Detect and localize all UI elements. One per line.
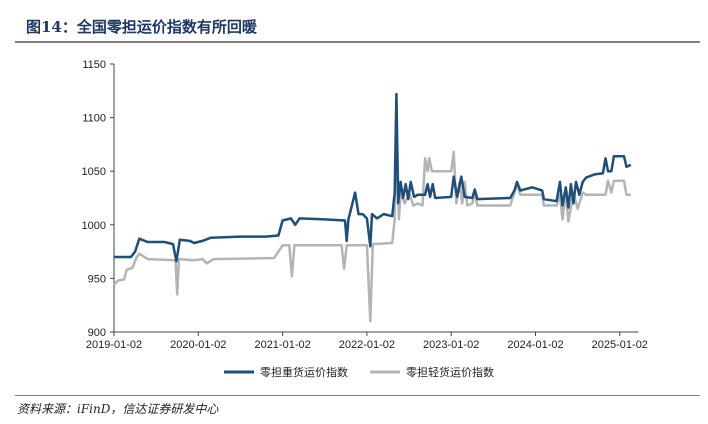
- figure-title: 图14：全国零担运价指数有所回暖: [26, 18, 257, 36]
- y-tick-label: 1000: [82, 220, 106, 232]
- x-tick-label: 2019-01-02: [86, 339, 142, 351]
- y-tick-label: 1050: [82, 166, 106, 178]
- y-tick-label: 900: [88, 327, 106, 339]
- series-line: [113, 100, 631, 323]
- x-tick-label: 2025-01-02: [592, 339, 648, 351]
- x-tick-label: 2023-01-02: [423, 339, 479, 351]
- source-note: 资料来源：iFinD，信达证券研发中心: [17, 402, 219, 416]
- x-tick-label: 2021-01-02: [254, 339, 310, 351]
- y-tick-label: 1100: [82, 113, 106, 125]
- x-tick-label: 2020-01-02: [170, 339, 226, 351]
- legend-label: 零担重货运价指数: [260, 365, 348, 379]
- y-tick-label: 950: [88, 273, 106, 285]
- x-tick-label: 2024-01-02: [507, 339, 563, 351]
- legend-label: 零担轻货运价指数: [406, 365, 494, 379]
- series-line: [114, 92, 632, 263]
- source-divider: [15, 395, 700, 396]
- y-tick-label: 1150: [82, 59, 106, 71]
- x-tick-label: 2022-01-02: [339, 339, 395, 351]
- title-divider: [15, 41, 700, 43]
